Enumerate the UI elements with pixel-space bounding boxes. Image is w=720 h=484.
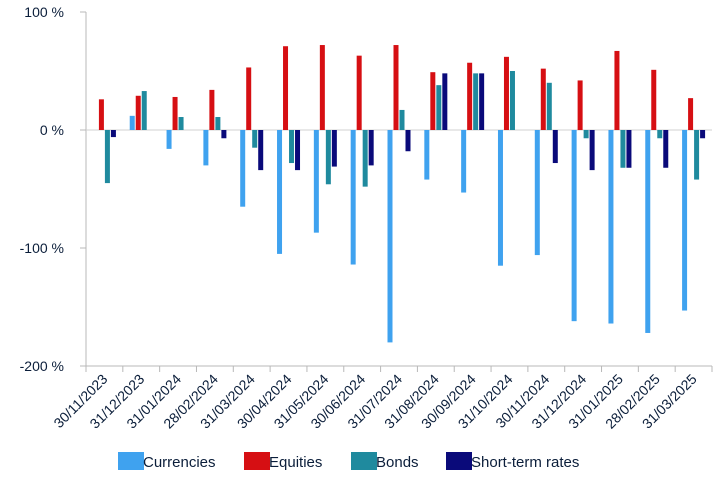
bar-equities (172, 96, 178, 130)
bar-short-term-rates (589, 130, 595, 171)
bar-equities (467, 62, 473, 130)
legend: Currencies Equities Bonds Short-term rates (118, 452, 579, 471)
bar-short-term-rates (405, 130, 411, 152)
bar-bonds (325, 130, 331, 185)
bar-bonds (399, 109, 405, 130)
bar-currencies (645, 130, 651, 333)
bar-currencies (129, 115, 135, 130)
y-tick-label: -200 % (20, 358, 64, 374)
bar-equities (540, 68, 546, 130)
legend-label: Bonds (376, 454, 419, 471)
plot-area (85, 12, 712, 367)
bar-bonds (215, 117, 221, 130)
bar-bonds (252, 130, 258, 148)
bar-equities (393, 45, 399, 130)
bar-currencies (387, 130, 393, 343)
legend-swatch (351, 452, 377, 470)
bar-currencies (203, 130, 209, 166)
bar-equities (577, 80, 583, 130)
bar-short-term-rates (663, 130, 669, 168)
bar-equities (98, 99, 104, 130)
bar-bonds (694, 130, 700, 180)
legend-label: Short-term rates (471, 454, 579, 471)
bar-equities (246, 67, 252, 130)
bar-bonds (657, 130, 663, 139)
bar-currencies (424, 130, 430, 180)
bar-short-term-rates (552, 130, 558, 164)
bar-short-term-rates (221, 130, 227, 139)
bar-currencies (571, 130, 577, 322)
bar-short-term-rates (700, 130, 706, 139)
bar-currencies (277, 130, 283, 254)
bar-equities (356, 55, 362, 130)
bar-bonds (436, 85, 442, 130)
bar-bonds (362, 130, 368, 187)
bar-equities (503, 56, 509, 131)
bar-currencies (461, 130, 467, 193)
bar-currencies (682, 130, 688, 311)
bar-equities (614, 50, 620, 130)
bar-short-term-rates (442, 73, 448, 130)
bar-equities (135, 95, 141, 130)
bar-equities (430, 72, 436, 130)
bar-short-term-rates (479, 73, 485, 130)
bar-short-term-rates (368, 130, 374, 166)
bar-short-term-rates (331, 130, 337, 167)
bar-bonds (473, 73, 479, 130)
bar-bonds (289, 130, 295, 164)
bar-bonds (178, 117, 184, 130)
legend-label: Equities (269, 454, 322, 471)
bar-bonds (104, 130, 110, 184)
legend-swatch (118, 452, 144, 470)
bar-equities (688, 98, 694, 130)
bar-equities (283, 46, 289, 130)
y-tick-label: 0 % (40, 122, 64, 138)
legend-swatch (446, 452, 472, 470)
bar-bonds (509, 71, 515, 130)
bar-equities (651, 69, 657, 130)
bar-short-term-rates (626, 130, 632, 168)
y-tick-label: 100 % (24, 4, 64, 20)
y-tick-label: -100 % (20, 240, 64, 256)
x-axis: 30/11/202331/12/202331/01/202428/02/2024… (50, 366, 713, 432)
bar-equities (319, 45, 325, 130)
bar-short-term-rates (295, 130, 301, 171)
bar-currencies (240, 130, 246, 207)
bar-currencies (534, 130, 540, 256)
bar-currencies (497, 130, 503, 266)
bar-currencies (313, 130, 319, 233)
bar-bonds (141, 91, 147, 130)
y-axis: 100 % 0 % -100 % -200 % (20, 4, 86, 374)
bar-currencies (166, 130, 172, 149)
legend-swatch (244, 452, 270, 470)
bar-currencies (608, 130, 614, 324)
bar-bonds (546, 82, 552, 130)
bar-short-term-rates (258, 130, 264, 171)
bar-currencies (350, 130, 356, 265)
bar-bonds (620, 130, 626, 168)
bar-equities (209, 89, 215, 130)
legend-label: Currencies (143, 454, 216, 471)
bar-bonds (583, 130, 589, 139)
bar-short-term-rates (110, 130, 116, 138)
